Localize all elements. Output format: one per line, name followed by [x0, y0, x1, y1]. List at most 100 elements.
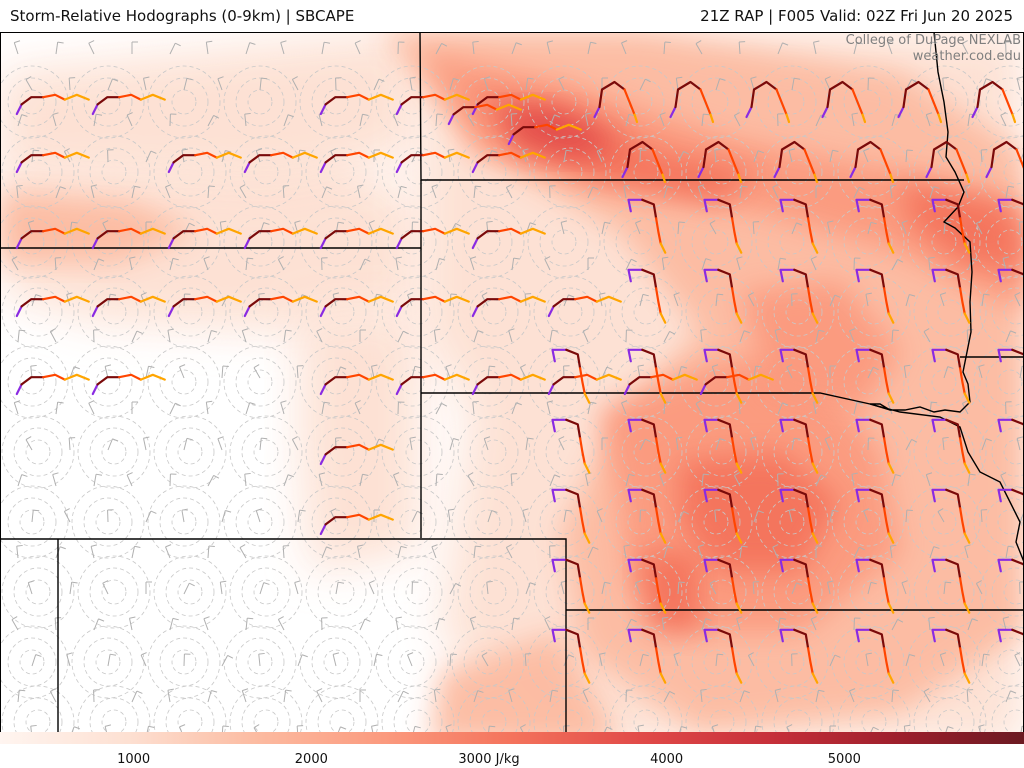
wind-barb: [929, 186, 940, 199]
wind-barb: [810, 616, 817, 631]
hodograph-ring: [25, 579, 51, 605]
wind-barb: [255, 508, 263, 523]
hodograph-ring: [253, 159, 279, 185]
hodograph-ring: [925, 567, 975, 617]
hodograph-ring: [855, 509, 881, 535]
hodograph-ring: [621, 697, 671, 744]
wind-barb: [1005, 41, 1012, 55]
sbcape-contour: [300, 312, 420, 572]
hodograph: [15, 373, 90, 396]
hodograph-ring: [533, 275, 607, 349]
hodograph-ring: [387, 357, 437, 407]
hodograph-ring: [691, 357, 741, 407]
hodograph-ring: [773, 567, 823, 617]
hodograph-ring: [1003, 709, 1024, 735]
wind-barb: [675, 436, 683, 451]
hodograph: [319, 373, 394, 396]
sbcape-contour: [740, 282, 900, 412]
hodograph-ring: [375, 65, 449, 139]
wind-barb: [505, 184, 513, 199]
hodograph-ring: [77, 685, 151, 744]
hodograph: [243, 151, 318, 174]
hodograph-ring: [475, 369, 501, 395]
hodograph-ring: [761, 415, 835, 489]
wind-barb: [508, 328, 515, 343]
hodograph-ring: [1, 415, 75, 489]
wind-barb: [625, 329, 633, 343]
wind-barb: [55, 401, 64, 415]
hodograph-ring: [545, 567, 595, 617]
wind-barb: [772, 184, 779, 199]
wind-barb: [635, 580, 642, 595]
hodograph-ring: [159, 77, 209, 127]
wind-barb: [359, 473, 369, 487]
hodograph-ring: [7, 497, 57, 547]
wind-barb: [777, 257, 787, 271]
hodograph-ring: [387, 637, 437, 687]
hodograph-ring: [457, 275, 531, 349]
wind-barb: [709, 220, 717, 235]
hodograph: [15, 93, 90, 116]
wind-barb: [445, 364, 452, 379]
hodograph-ring: [843, 497, 893, 547]
hodograph-ring: [77, 415, 151, 489]
wind-barb: [639, 438, 651, 451]
wind-barb: [66, 652, 73, 667]
hodograph-ring: [19, 649, 45, 675]
hodograph-ring: [83, 217, 133, 267]
colorbar-tick-label: 2000: [294, 752, 328, 767]
wind-barb: [673, 292, 680, 307]
wind-barb: [435, 42, 448, 55]
wind-barb: [750, 76, 757, 91]
wind-barb: [397, 41, 405, 55]
hodograph-ring: [165, 697, 215, 744]
hodograph-ring: [849, 567, 899, 617]
hodograph-ring: [627, 229, 653, 255]
wind-barb: [245, 257, 254, 271]
hodograph-ring: [317, 697, 367, 744]
hodograph: [669, 80, 715, 124]
wind-barb: [582, 688, 589, 703]
hodograph-ring: [843, 637, 893, 687]
wind-barb: [371, 364, 378, 379]
wind-barb: [335, 581, 345, 595]
hodograph-ring: [101, 709, 127, 735]
hodograph: [167, 227, 242, 250]
wind-barb: [753, 150, 764, 163]
hodograph-ring: [77, 135, 151, 209]
hodograph-ring: [25, 439, 51, 465]
hodograph-ring: [311, 357, 361, 407]
wind-barb: [131, 545, 141, 559]
hodograph-ring: [177, 159, 203, 185]
wind-barb: [849, 328, 856, 343]
hodograph-ring: [223, 65, 297, 139]
wind-barb: [169, 113, 177, 127]
wind-barb: [961, 40, 969, 55]
hodograph: [971, 80, 1017, 124]
wind-barb: [283, 474, 294, 487]
wind-barb: [738, 41, 746, 55]
wind-barb: [813, 40, 820, 55]
hodograph-ring: [83, 637, 133, 687]
wind-barb: [145, 581, 152, 594]
wind-barb: [715, 438, 726, 451]
hodograph-ring: [907, 485, 981, 559]
wind-barb: [663, 185, 674, 199]
wind-barb: [673, 652, 680, 667]
map-panel[interactable]: [0, 32, 1024, 744]
wind-barb: [1002, 256, 1010, 271]
wind-barb: [891, 258, 904, 271]
hodograph-ring: [533, 685, 607, 744]
hodograph-ring: [913, 685, 987, 744]
hodograph-ring: [1003, 299, 1024, 325]
wind-barb: [167, 328, 174, 343]
wind-barb: [585, 472, 592, 487]
hodograph: [167, 295, 242, 318]
hodograph-ring: [931, 649, 957, 675]
hodograph: [931, 488, 971, 544]
wind-barb: [321, 257, 328, 271]
hodograph-ring: [997, 89, 1023, 115]
wind-barb: [332, 652, 340, 667]
wind-barb: [587, 401, 597, 415]
hodograph-ring: [773, 287, 823, 337]
